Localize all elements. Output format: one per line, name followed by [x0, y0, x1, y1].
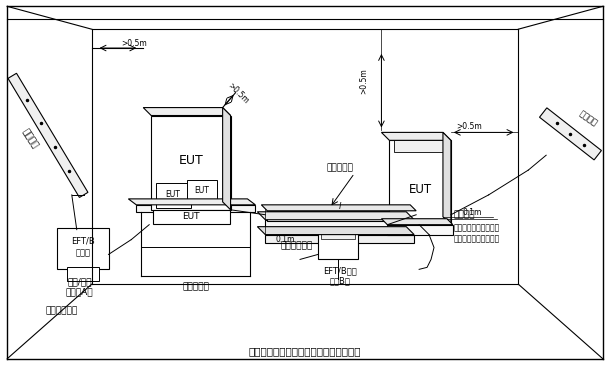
Text: >0.5m: >0.5m — [121, 38, 147, 48]
Bar — [156, 183, 191, 208]
Polygon shape — [8, 73, 88, 198]
Bar — [387, 225, 453, 235]
Text: 耦合/去耦: 耦合/去耦 — [68, 278, 92, 287]
Text: EUT: EUT — [165, 190, 181, 199]
Text: 发生器: 发生器 — [75, 248, 90, 257]
Text: EUT: EUT — [195, 186, 209, 195]
Bar — [57, 228, 109, 269]
Polygon shape — [443, 132, 451, 225]
Text: >0.5m: >0.5m — [456, 122, 482, 131]
Text: 0.1m: 0.1m — [462, 208, 481, 217]
Text: 器（B）: 器（B） — [329, 277, 350, 286]
Text: >0.5m: >0.5m — [359, 68, 368, 94]
Polygon shape — [257, 227, 414, 235]
Text: EFT/B: EFT/B — [71, 236, 95, 245]
Bar — [321, 231, 354, 239]
Bar — [265, 235, 414, 243]
Text: EUT: EUT — [182, 212, 200, 221]
Polygon shape — [261, 205, 416, 211]
Bar — [153, 210, 229, 224]
Bar — [136, 205, 256, 212]
Polygon shape — [539, 108, 601, 160]
Bar — [389, 140, 451, 225]
Polygon shape — [223, 108, 231, 210]
Text: l: l — [339, 202, 341, 211]
Text: 接地参考平面: 接地参考平面 — [280, 241, 312, 250]
Bar — [265, 220, 414, 232]
Bar — [67, 267, 99, 281]
Text: 绝缘支座: 绝缘支座 — [454, 210, 475, 219]
Text: EFT/B发生: EFT/B发生 — [323, 267, 357, 276]
Text: 交流电源: 交流电源 — [21, 127, 40, 150]
Bar — [394, 140, 446, 152]
Text: 长度在试验计划中规定: 长度在试验计划中规定 — [454, 234, 500, 243]
Polygon shape — [257, 212, 414, 220]
Polygon shape — [381, 219, 453, 225]
Text: 非金属桐子: 非金属桐子 — [182, 283, 209, 292]
Polygon shape — [128, 199, 256, 205]
Text: EUT: EUT — [409, 183, 432, 197]
Bar — [318, 228, 357, 259]
Text: 按制造商的规范接地，: 按制造商的规范接地， — [454, 223, 500, 232]
Bar — [187, 180, 217, 202]
Text: 交流电源: 交流电源 — [577, 109, 598, 128]
Polygon shape — [381, 132, 451, 140]
Bar — [267, 211, 416, 221]
Text: 容性耦合夹: 容性耦合夹 — [326, 164, 353, 173]
Bar — [151, 116, 231, 210]
Text: EUT: EUT — [179, 154, 203, 167]
Text: （电快速瞬变脉冲群抗扰度实验方框图）: （电快速瞬变脉冲群抗扰度实验方框图） — [249, 346, 361, 356]
Polygon shape — [143, 108, 231, 116]
Text: 网络（A）: 网络（A） — [66, 288, 93, 297]
Text: >0.5m: >0.5m — [226, 81, 251, 106]
Text: 0.1m: 0.1m — [276, 235, 295, 244]
Text: 接地参考平面: 接地参考平面 — [46, 306, 78, 315]
